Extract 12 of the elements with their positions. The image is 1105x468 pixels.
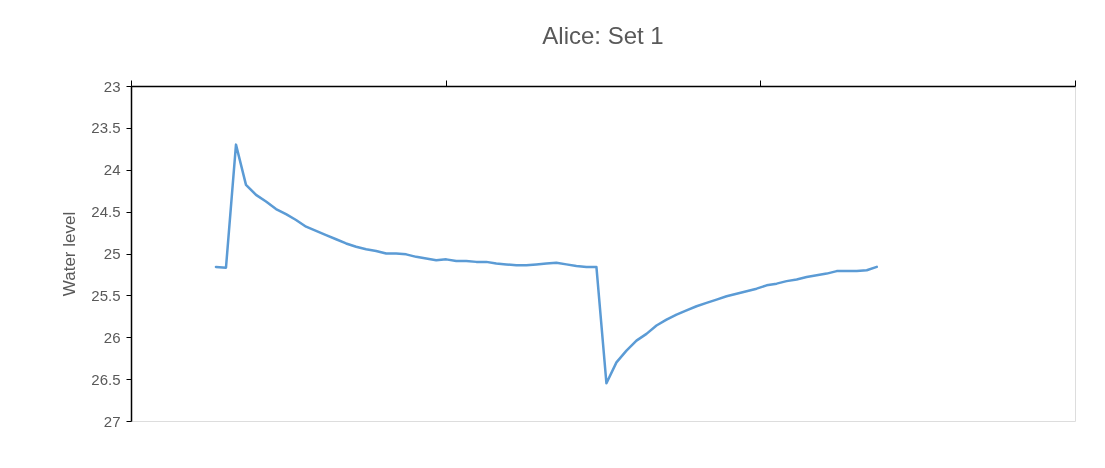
line-series: [214, 143, 879, 385]
y-tick-label: 24.5: [91, 203, 121, 221]
y-tick-label: 27: [103, 412, 121, 430]
y-tick-label: 25: [103, 245, 121, 262]
chart-title: Alice: Set 1: [542, 22, 664, 49]
y-tick-label: 23.5: [91, 119, 121, 137]
y-tick-label: 25.5: [91, 286, 121, 304]
y-tick-label: 24: [103, 161, 121, 179]
y-tick-label: 23: [103, 77, 121, 95]
y-tick-label: 26: [103, 328, 121, 346]
y-tick-label: 26.5: [91, 370, 121, 388]
y-axis-title: Water level: [60, 211, 80, 297]
